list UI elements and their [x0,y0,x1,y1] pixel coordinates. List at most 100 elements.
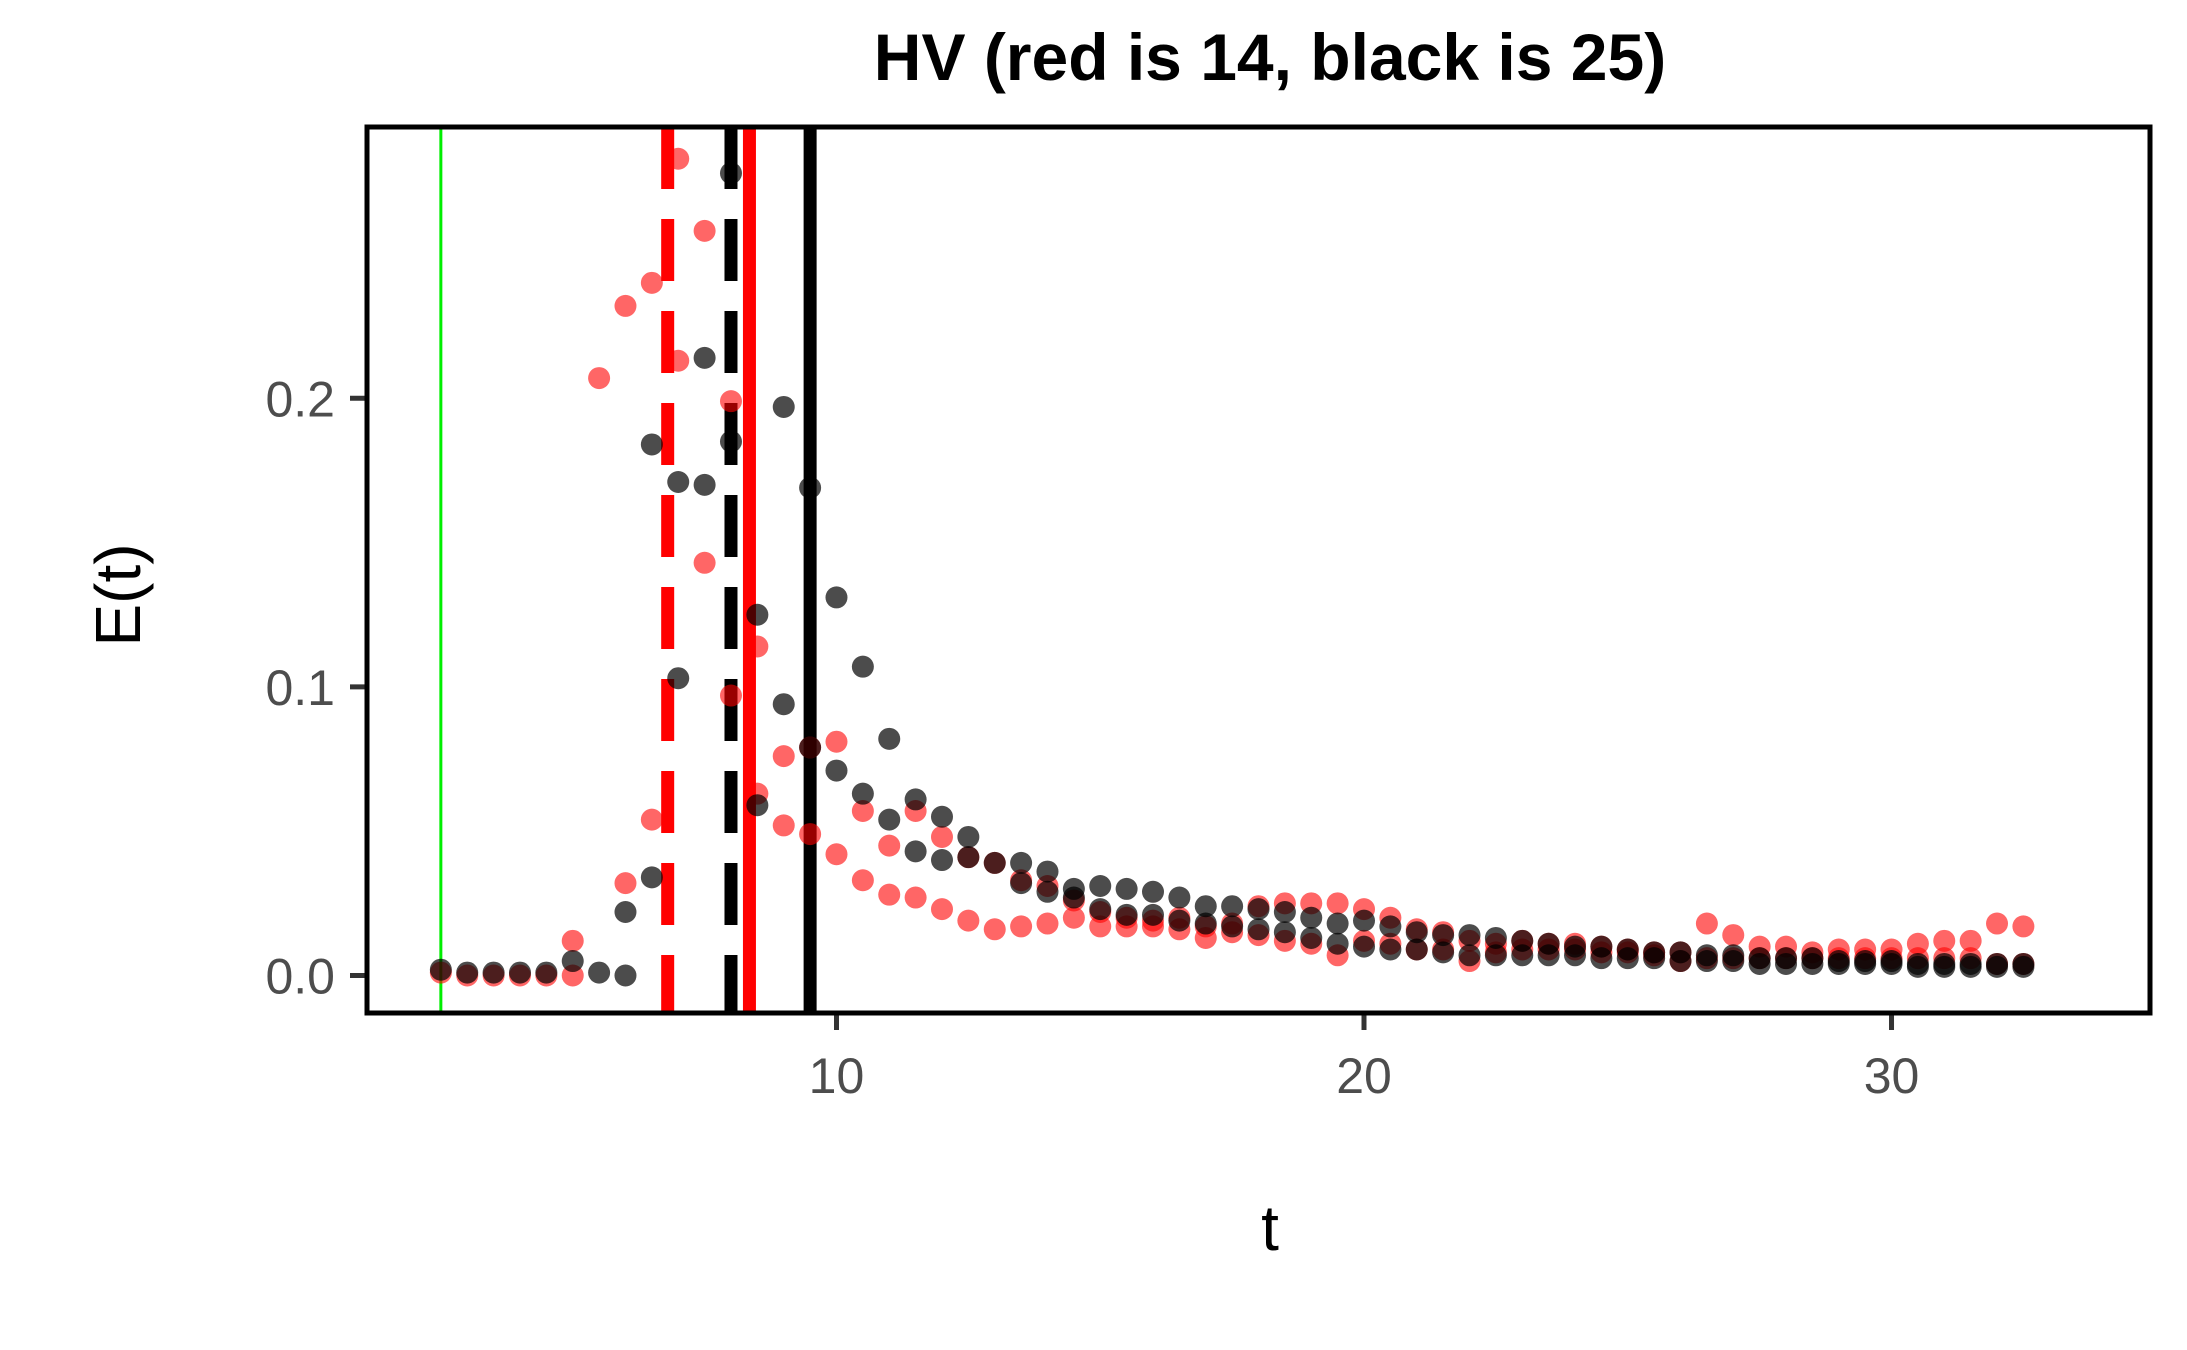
data-point [1748,952,1771,975]
y-axis-title: E(t) [82,543,154,646]
data-point [1643,947,1666,970]
data-point [746,635,769,658]
reference-lines [439,127,817,1013]
data-point [930,825,953,848]
x-axis-title: t [1261,1192,1279,1264]
data-point [1854,952,1877,975]
data-point [1722,950,1745,973]
data-point [1880,952,1903,975]
data-point [1906,955,1929,978]
data-point [561,950,584,973]
y-tick-label: 0.0 [265,948,335,1004]
data-point [1616,947,1639,970]
data-point [1273,921,1296,944]
data-point [719,162,742,185]
data-point [772,745,795,768]
data-point [825,759,848,782]
data-point [1194,912,1217,935]
data-point [1959,929,1982,952]
data-point [1221,915,1244,938]
data-point [588,961,611,984]
data-point [878,883,901,906]
data-point [930,898,953,921]
data-point [693,219,716,242]
data-point [456,961,479,984]
data-point [1933,955,1956,978]
data-point [930,849,953,872]
data-point [1986,912,2009,935]
data-point [1458,944,1481,967]
data-point [1959,955,1982,978]
data-point [1089,875,1112,898]
chart-title: HV (red is 14, black is 25) [874,20,1666,94]
data-point [1801,952,1824,975]
data-point [1432,941,1455,964]
data-point [1405,921,1428,944]
data-point [1141,880,1164,903]
data-point [640,808,663,831]
data-point [667,349,690,372]
plot-panel-border [364,124,2153,1016]
x-tick-label: 20 [1336,1048,1392,1104]
data-point [825,586,848,609]
data-point [588,367,611,390]
data-point [429,958,452,981]
data-point [746,794,769,817]
data-point [1511,944,1534,967]
data-point [1326,892,1349,915]
data-point [1827,952,1850,975]
data-point [1115,903,1138,926]
data-point [878,834,901,857]
data-point [1089,915,1112,938]
data-point [1326,932,1349,955]
data-point [1089,898,1112,921]
data-point [1300,906,1323,929]
data-point [1036,860,1059,883]
data-point [851,869,874,892]
data-point [1141,903,1164,926]
data-point [904,788,927,811]
data-point [1062,886,1085,909]
data-point [614,964,637,987]
data-point [1115,877,1138,900]
data-point [851,655,874,678]
data-point [799,823,822,846]
data-point [640,866,663,889]
data-point [957,846,980,869]
data-point [640,433,663,456]
data-point [1484,926,1507,949]
data-point [825,843,848,866]
data-point [772,814,795,837]
data-point [1010,851,1033,874]
data-point [1722,924,1745,947]
data-point [482,961,505,984]
data-point [1247,918,1270,941]
data-point [799,476,822,499]
data-point [957,825,980,848]
data-point [746,603,769,626]
data-point [1986,955,2009,978]
data-point [1484,944,1507,967]
data-point [1168,909,1191,932]
data-point [1775,952,1798,975]
data-point [1379,915,1402,938]
data-point [957,909,980,932]
x-tick-label: 10 [809,1048,865,1104]
data-point [1273,900,1296,923]
data-point [614,900,637,923]
data-point [1036,880,1059,903]
data-point [561,929,584,952]
data-point [1405,938,1428,961]
data-point [825,730,848,753]
data-point [1247,898,1270,921]
data-point [535,961,558,984]
data-point [904,886,927,909]
data-point [1168,886,1191,909]
data-point [1062,906,1085,929]
data-point [1300,926,1323,949]
data-point [508,961,531,984]
data-point [878,808,901,831]
data-point [1537,944,1560,967]
data-point [1194,895,1217,918]
